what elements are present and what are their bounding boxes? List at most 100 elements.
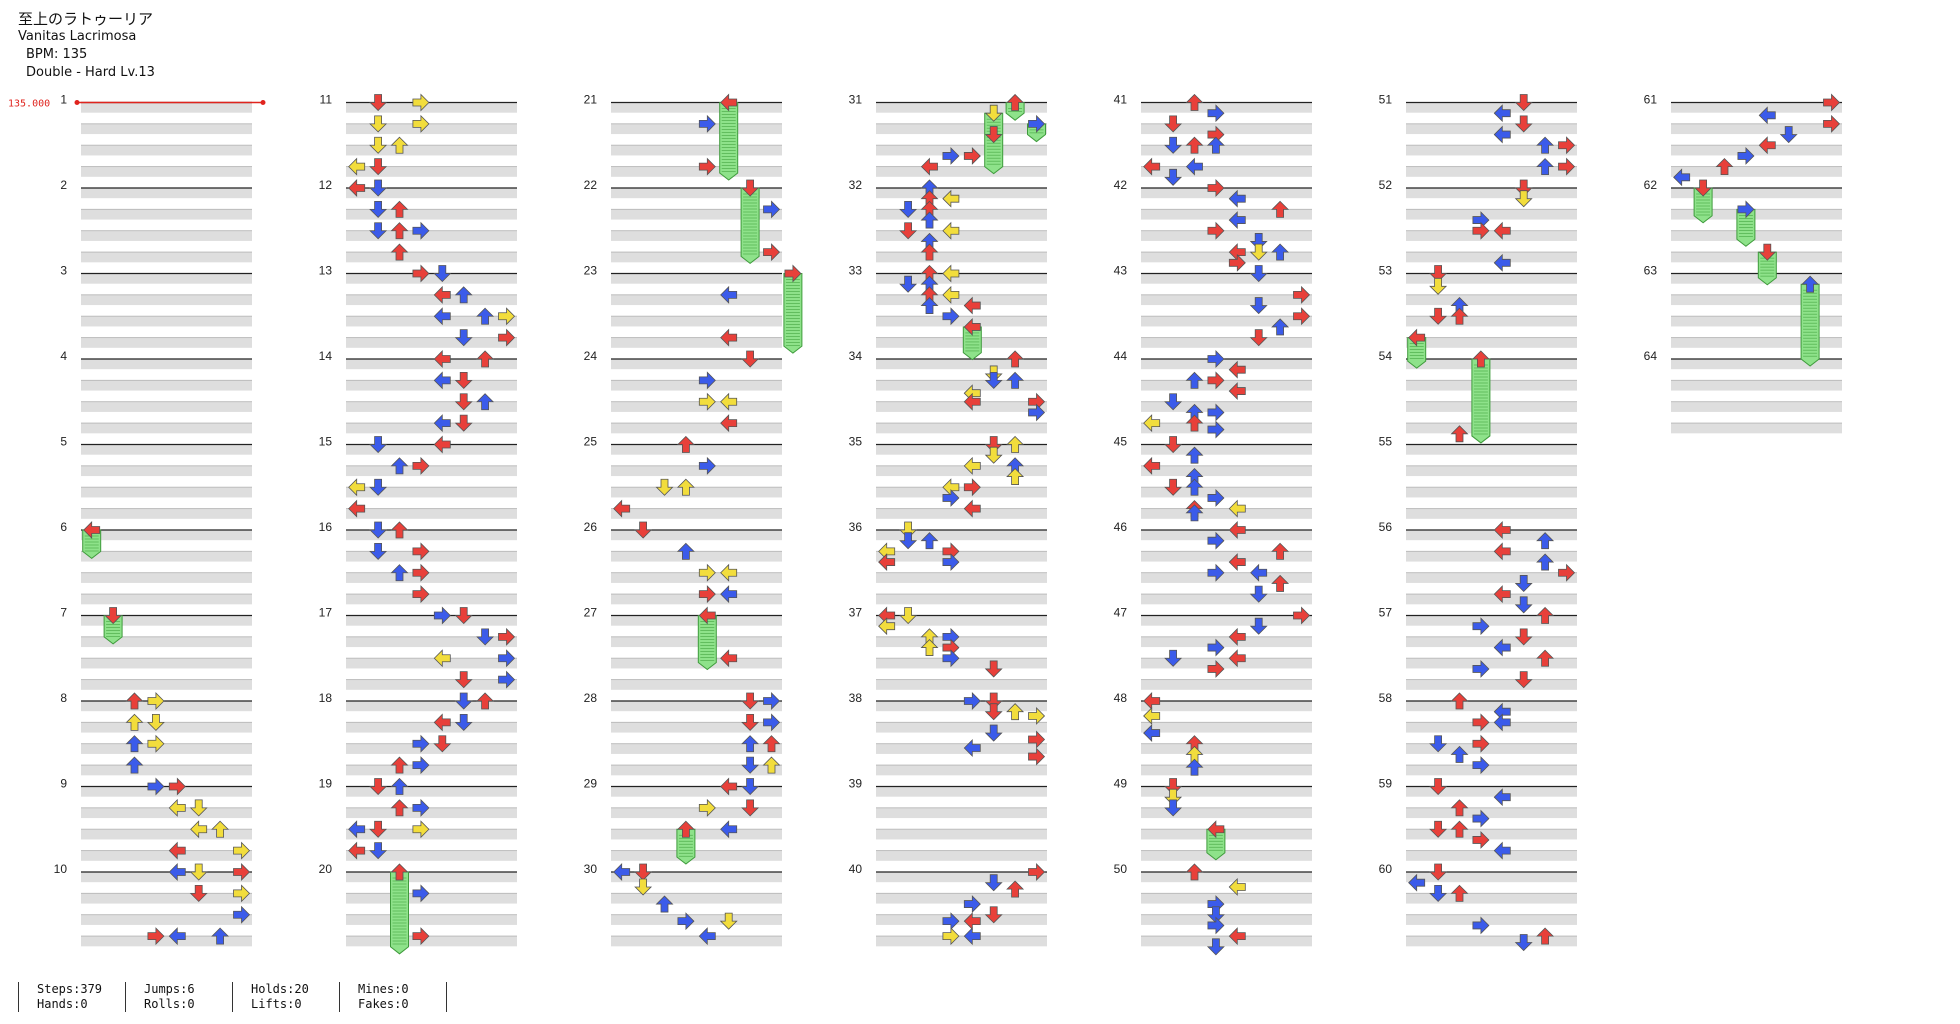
stat-jumps: Jumps:6 <box>144 982 195 996</box>
beat-stripe <box>1141 594 1312 605</box>
right-arrow-icon <box>498 307 516 326</box>
beat-stripe <box>876 466 1047 477</box>
up-arrow-icon <box>1536 606 1555 624</box>
measure-number: 19 <box>319 777 333 791</box>
left-arrow-icon <box>720 777 738 796</box>
notes-layer <box>82 93 1841 956</box>
down-arrow-icon <box>1164 799 1183 817</box>
beat-stripe <box>346 658 517 669</box>
beat-stripe <box>81 936 252 947</box>
beat-stripe <box>611 701 782 712</box>
down-arrow-icon <box>454 713 473 731</box>
right-arrow-icon <box>698 563 716 582</box>
measure-number: 38 <box>849 691 863 705</box>
hold-note <box>740 187 760 265</box>
up-arrow-icon <box>1801 275 1820 293</box>
beat-stripe <box>1141 915 1312 925</box>
up-arrow-icon <box>476 307 495 325</box>
up-arrow-icon <box>390 521 409 539</box>
measure-number: 52 <box>1379 178 1393 192</box>
beat-stripe <box>1406 744 1577 754</box>
beat-stripe <box>346 551 517 562</box>
left-arrow-icon <box>1143 706 1161 725</box>
beat-stripe <box>876 124 1047 135</box>
up-arrow-icon <box>1006 350 1025 368</box>
beat-stripe <box>346 808 517 819</box>
down-arrow-icon <box>899 200 918 218</box>
beat-stripe <box>346 466 517 477</box>
beat-stripe <box>611 530 782 541</box>
right-arrow-icon <box>412 756 430 775</box>
beat-stripe <box>1671 167 1842 177</box>
right-arrow-icon <box>1207 659 1225 678</box>
beat-stripe <box>81 893 252 904</box>
down-arrow-icon <box>369 222 388 240</box>
down-arrow-icon <box>1514 94 1533 112</box>
beat-stripe <box>346 765 517 776</box>
beat-stripe <box>81 658 252 669</box>
beat-stripe <box>346 124 517 135</box>
beat-stripe <box>346 231 517 241</box>
beat-stripe <box>81 915 252 925</box>
beat-stripe <box>876 701 1047 712</box>
beat-stripe <box>1406 616 1577 626</box>
song-bpm: BPM: 135 <box>26 47 88 62</box>
right-arrow-icon <box>1558 136 1576 155</box>
left-arrow-icon <box>698 927 716 946</box>
measure-number: 17 <box>319 606 333 620</box>
beat-stripe <box>876 274 1047 284</box>
measure-number: 60 <box>1379 862 1393 876</box>
measure-number: 4 <box>60 349 67 363</box>
down-arrow-icon <box>899 275 918 293</box>
beat-stripe <box>346 530 517 541</box>
down-arrow-icon <box>454 393 473 411</box>
up-arrow-icon <box>1450 745 1469 763</box>
measure-number: 49 <box>1114 777 1128 791</box>
up-arrow-icon <box>920 532 939 550</box>
beat-stripe <box>81 380 252 391</box>
beat-stripe <box>611 167 782 177</box>
beat-stripe <box>81 616 252 626</box>
beat-stripe <box>876 445 1047 455</box>
measure-number: 6 <box>60 520 67 534</box>
up-arrow-icon <box>1715 158 1734 176</box>
beat-stripe <box>1141 530 1312 541</box>
beat-stripe <box>876 936 1047 947</box>
beat-stripe <box>611 808 782 819</box>
step-chart: 1234567891011121314151617181920212223242… <box>8 93 1842 956</box>
left-arrow-icon <box>613 499 631 518</box>
beat-stripe <box>81 787 252 797</box>
beat-stripe <box>81 551 252 562</box>
beat-stripe <box>1406 145 1577 156</box>
beat-stripe <box>1406 316 1577 327</box>
down-arrow-icon <box>984 660 1003 678</box>
measure-number: 18 <box>319 691 333 705</box>
stat-holds: Holds:20 <box>251 982 309 996</box>
left-arrow-icon <box>83 521 101 539</box>
beat-stripe <box>1141 893 1312 904</box>
beat-stripe <box>876 295 1047 306</box>
right-arrow-icon <box>412 114 430 133</box>
right-arrow-icon <box>698 114 716 133</box>
down-arrow-icon <box>984 104 1003 122</box>
down-arrow-icon <box>1164 436 1183 454</box>
up-arrow-icon <box>125 735 144 753</box>
down-arrow-icon <box>454 414 473 432</box>
song-artist: Vanitas Lacrimosa <box>18 29 137 44</box>
right-arrow-icon <box>498 627 516 646</box>
left-arrow-icon <box>168 927 186 946</box>
down-arrow-icon <box>146 713 165 731</box>
measure-number: 34 <box>849 349 863 363</box>
beat-stripe <box>1406 701 1577 712</box>
right-arrow-icon <box>1472 221 1490 240</box>
right-arrow-icon <box>1472 756 1490 775</box>
down-arrow-icon <box>899 532 918 550</box>
right-arrow-icon <box>763 713 781 732</box>
right-arrow-icon <box>412 456 430 475</box>
beat-stripe <box>346 722 517 733</box>
left-arrow-icon <box>1207 820 1225 839</box>
measure-number: 21 <box>584 93 598 107</box>
beat-stripe <box>1406 872 1577 883</box>
left-arrow-icon <box>1493 521 1511 539</box>
measure-number: 30 <box>584 862 598 876</box>
